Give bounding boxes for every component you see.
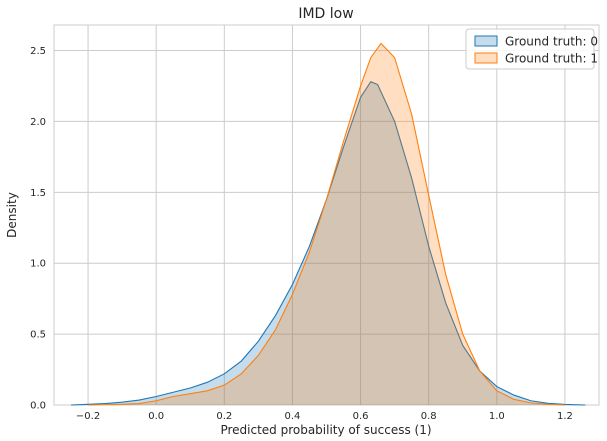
- series-area-ground-truth-1-line: [88, 42, 565, 406]
- y-tick-label: 1.0: [30, 259, 46, 270]
- y-tick-labels: 0.0 0.5 1.0 1.5 2.0 2.5: [30, 46, 46, 411]
- series-area-ground-truth-1-fill: [88, 43, 565, 406]
- x-tick-label: 0.4: [284, 411, 300, 422]
- x-tick-label: 0.8: [421, 411, 437, 422]
- legend-swatch: [474, 35, 498, 47]
- x-tick-label: 0.6: [353, 411, 369, 422]
- x-tick-label: −0.2: [76, 411, 100, 422]
- legend-swatch: [474, 52, 498, 64]
- y-tick-label: 2.0: [30, 117, 46, 128]
- x-tick-label: 1.2: [557, 411, 573, 422]
- series-layer: [71, 42, 586, 406]
- y-axis-label: Density: [5, 192, 19, 238]
- x-tick-label: 0.2: [216, 411, 232, 422]
- legend: Ground truth: 0 Ground truth: 1: [465, 28, 598, 70]
- x-tick-label: 0.0: [148, 411, 164, 422]
- x-axis-label: Predicted probability of success (1): [220, 423, 431, 437]
- x-tick-labels: −0.2 0.0 0.2 0.4 0.6 0.8 1.0 1.2: [76, 411, 573, 422]
- x-grid: [87, 25, 566, 405]
- y-tick-label: 1.5: [30, 188, 46, 199]
- legend-box: [465, 28, 595, 70]
- x-tick-label: 1.0: [489, 411, 505, 422]
- plot-area: [53, 24, 600, 406]
- series-area-ground-truth-0-fill: [71, 81, 586, 405]
- y-tick-label: 0.5: [30, 330, 46, 341]
- chart-title: IMD low: [298, 6, 353, 22]
- y-tick-label: 0.0: [30, 401, 46, 412]
- legend-label: Ground truth: 1: [505, 52, 598, 66]
- series-area-ground-truth-0-line: [71, 81, 586, 406]
- legend-label: Ground truth: 0: [505, 35, 598, 49]
- y-tick-label: 2.5: [30, 46, 46, 57]
